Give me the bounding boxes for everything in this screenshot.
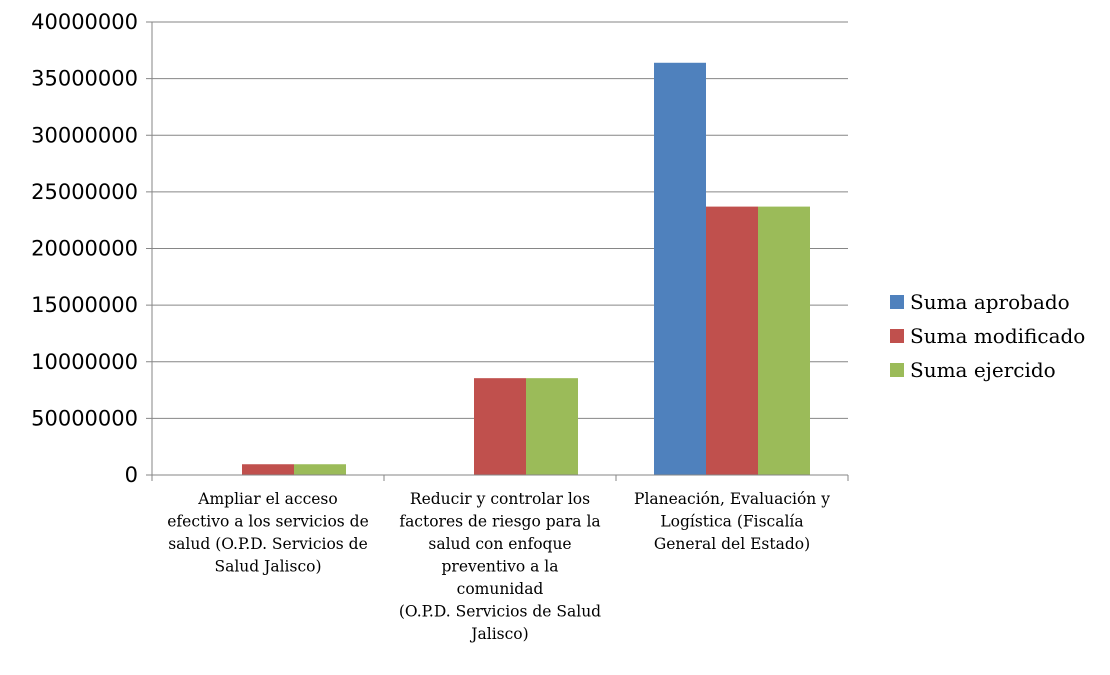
axes bbox=[151, 22, 849, 481]
category-labels: Ampliar el acceso efectivo a los servicio… bbox=[167, 490, 830, 643]
y-tick-label: 25000000 bbox=[31, 180, 138, 204]
legend-swatch-ejercido bbox=[890, 363, 904, 377]
category-label: Reducir y controlar los factores de riesg… bbox=[399, 490, 601, 643]
legend-label-aprobado: Suma aprobado bbox=[910, 290, 1070, 314]
bar-suma-ejercido-1 bbox=[526, 378, 578, 475]
y-tick-label: 10000000 bbox=[31, 350, 138, 374]
category-label: Ampliar el acceso efectivo a los servicio… bbox=[167, 490, 369, 576]
y-tick-label: 15000000 bbox=[31, 293, 138, 317]
legend-swatch-modificado bbox=[890, 329, 904, 343]
bar-suma-ejercido-2 bbox=[758, 206, 810, 475]
y-axis-tick-labels: 0 50000000 10000000 15000000 20000000 2500000… bbox=[31, 10, 138, 487]
legend: Suma aprobado Suma modificado Suma ejerc… bbox=[890, 285, 1085, 387]
legend-label-ejercido: Suma ejercido bbox=[910, 358, 1056, 382]
y-tick-label: 50000000 bbox=[31, 406, 138, 430]
legend-label-modificado: Suma modificado bbox=[910, 324, 1086, 348]
bar-suma-modificado-1 bbox=[474, 378, 526, 475]
bar-suma-aprobado-2 bbox=[654, 62, 706, 476]
bar-suma-ejercido-0 bbox=[294, 464, 346, 475]
y-tick-label: 20000000 bbox=[31, 237, 138, 261]
bars bbox=[242, 62, 810, 476]
bar-suma-modificado-0 bbox=[242, 464, 294, 475]
legend-item-aprobado: Suma aprobado bbox=[890, 285, 1085, 319]
gridlines bbox=[146, 21, 848, 476]
y-tick-label: 40000000 bbox=[31, 10, 138, 34]
legend-swatch-aprobado bbox=[890, 295, 904, 309]
legend-item-modificado: Suma modificado bbox=[890, 319, 1085, 353]
y-tick-label: 0 bbox=[125, 463, 138, 487]
y-tick-label: 35000000 bbox=[31, 67, 138, 91]
legend-item-ejercido: Suma ejercido bbox=[890, 353, 1085, 387]
category-label: Planeación, Evaluación y Logística (Fisca… bbox=[634, 490, 830, 553]
bar-suma-modificado-2 bbox=[706, 206, 758, 475]
y-tick-label: 30000000 bbox=[31, 123, 138, 147]
